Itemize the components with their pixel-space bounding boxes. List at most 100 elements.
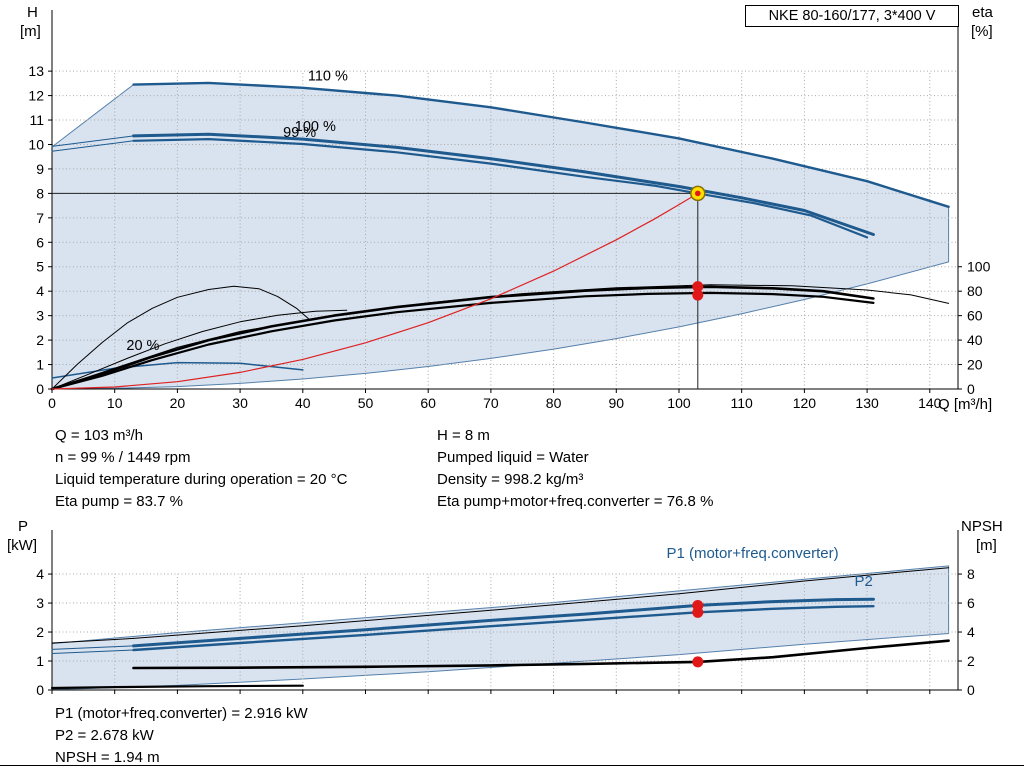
curve-speed-110 [132,81,950,208]
left-tick-label: 5 [36,259,44,275]
curve-label: P1 (motor+freq.converter) [666,545,838,562]
curve-label: 20 % [126,338,159,354]
result-dot [692,656,704,668]
liquid-temp-text: Liquid temperature during operation = 20… [55,471,348,488]
left-tick-label: 9 [36,161,44,177]
curve-lead-in-100 [51,135,134,147]
eta-pump-text: Eta pump = 83.7 % [55,493,183,510]
bottom-divider [0,765,1024,766]
p2-result-text: P2 = 2.678 kW [55,727,154,744]
npsh-axis-title: NPSH [961,518,1003,535]
x-tick-label: 30 [232,395,248,411]
left-tick-label: 0 [36,682,44,698]
x-tick-label: 130 [855,395,879,411]
left-tick-label: 1 [36,653,44,669]
left-tick-label: 10 [28,136,44,152]
left-tick-label: 6 [36,234,44,250]
curve-p2-lead [51,649,134,654]
curve-npsh [132,639,950,670]
right-tick-label: 80 [967,283,983,299]
speed-text: n = 99 % / 1449 rpm [55,449,191,466]
left-tick-label: 2 [36,332,44,348]
left-tick-label: 4 [36,283,44,299]
x-tick-label: 120 [793,395,817,411]
duty-flow-text: Q = 103 m³/h [55,427,143,444]
curve-p1 [132,597,875,648]
right-tick-label: 0 [967,682,975,698]
right-tick-label: 4 [967,624,975,640]
curve-min-speed-20 [51,361,304,379]
curve-p-110-lead [51,637,134,644]
left-tick-label: 3 [36,308,44,324]
curve-label: 100 % [295,119,336,135]
q-axis-label: Q [m³/h] [938,396,993,413]
right-tick-label: 2 [967,653,975,669]
left-tick-label: 8 [36,185,44,201]
curve-lead-in-99 [51,140,134,152]
density-text: Density = 998.2 kg/m³ [437,471,584,488]
pump-model-title: NKE 80-160/177, 3*400 V [745,5,959,27]
p-axis-title: P [18,518,29,535]
curve-eta-part-load [51,285,310,390]
x-tick-label: 50 [358,395,374,411]
left-tick-label: 2 [36,624,44,640]
right-tick-label: 40 [967,332,983,348]
curve-system-curve [51,192,699,390]
h-axis-title: H [27,4,38,21]
right-tick-label: 100 [967,259,991,275]
curve-eta-total [50,291,875,391]
result-dot [692,606,704,618]
right-tick-label: 20 [967,357,983,373]
npsh-axis-unit: [m] [976,537,997,554]
left-tick-label: 1 [36,357,44,373]
right-tick-label: 6 [967,595,975,611]
npsh-result-text: NPSH = 1.94 m [55,749,160,766]
x-tick-label: 20 [170,395,186,411]
left-tick-label: 11 [29,112,44,128]
x-tick-label: 90 [609,395,625,411]
h-axis-unit: [m] [20,23,41,40]
curve-eta-part-load-2 [51,309,348,390]
curve-speed-100 [132,132,875,236]
x-tick-label: 40 [295,395,311,411]
x-tick-label: 80 [546,395,562,411]
left-tick-label: 0 [36,381,44,397]
x-tick-label: 70 [483,395,499,411]
curve-label: P2 [855,573,873,590]
result-dot [692,281,704,293]
curve-label: 99 % [283,125,316,141]
x-tick-label: 0 [48,395,56,411]
right-tick-label: 60 [967,308,983,324]
duty-head-text: H = 8 m [437,427,490,444]
x-tick-label: 10 [107,395,123,411]
x-tick-label: 110 [731,395,754,411]
left-tick-label: 4 [36,566,44,582]
curve-npsh-low [50,684,304,690]
left-tick-label: 7 [36,210,44,226]
duty-point-center [694,190,701,197]
eta-axis-unit: [%] [971,23,993,40]
right-tick-label: 0 [967,381,975,397]
pumped-liquid-text: Pumped liquid = Water [437,449,589,466]
left-tick-label: 3 [36,595,44,611]
x-tick-label: 60 [420,395,436,411]
operating-envelope [51,565,950,690]
left-tick-label: 13 [28,63,44,79]
curve-p-110 [133,567,950,639]
curve-p1-lead [51,645,134,650]
eta-axis-title: eta [972,4,993,21]
result-dot [692,289,704,301]
left-tick-label: 12 [28,88,44,104]
curve-eta-pump [50,285,875,391]
eta-total-text: Eta pump+motor+freq.converter = 76.8 % [437,493,714,510]
power-npsh-chart-canvas[interactable]: 0 1 2 3 4 0 2 4 6 8 P1 (motor+freq.converter) P2 [0,515,1024,705]
curve-eta-thin [51,284,950,390]
curve-p2 [132,605,875,652]
curve-label: 110 % [308,68,348,84]
right-tick-label: 8 [967,566,975,582]
x-tick-label: 100 [667,395,691,411]
p1-result-text: P1 (motor+freq.converter) = 2.916 kW [55,705,308,722]
operating-envelope [51,82,950,390]
